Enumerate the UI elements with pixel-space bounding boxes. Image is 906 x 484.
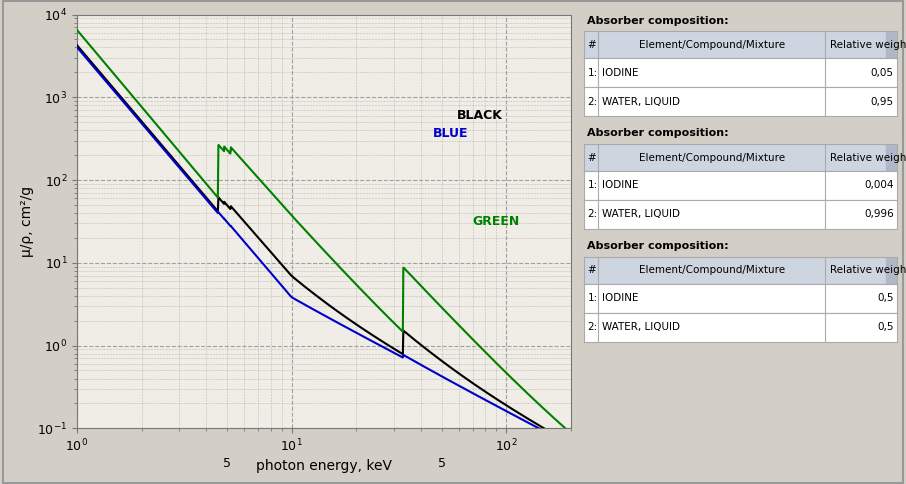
Text: #: # — [587, 152, 596, 163]
Bar — [886, 144, 897, 171]
Bar — [886, 257, 897, 284]
Bar — [886, 31, 897, 58]
Text: 1:: 1: — [587, 181, 598, 190]
Text: Absorber composition:: Absorber composition: — [587, 241, 729, 251]
Text: IODINE: IODINE — [602, 68, 638, 77]
Text: Relative weigh: Relative weigh — [830, 40, 906, 50]
Text: GREEN: GREEN — [473, 214, 520, 227]
Text: Relative weigh: Relative weigh — [830, 152, 906, 163]
Text: #: # — [587, 40, 596, 50]
Text: Element/Compound/Mixture: Element/Compound/Mixture — [639, 152, 785, 163]
Text: Absorber composition:: Absorber composition: — [587, 15, 729, 26]
Text: BLACK: BLACK — [457, 109, 502, 122]
Text: 1:: 1: — [587, 293, 598, 303]
Text: 5: 5 — [223, 457, 231, 470]
Text: 2:: 2: — [587, 322, 598, 332]
X-axis label: photon energy, keV: photon energy, keV — [255, 459, 392, 473]
Text: Absorber composition:: Absorber composition: — [587, 128, 729, 138]
Text: 0,996: 0,996 — [864, 210, 894, 219]
Text: #: # — [587, 265, 596, 275]
Text: BLUE: BLUE — [433, 126, 468, 139]
Text: 2:: 2: — [587, 210, 598, 219]
Text: 1:: 1: — [587, 68, 598, 77]
Text: IODINE: IODINE — [602, 293, 638, 303]
Text: WATER, LIQUID: WATER, LIQUID — [602, 97, 680, 106]
Text: Element/Compound/Mixture: Element/Compound/Mixture — [639, 265, 785, 275]
Text: 2:: 2: — [587, 97, 598, 106]
Text: Element/Compound/Mixture: Element/Compound/Mixture — [639, 40, 785, 50]
Text: 0,5: 0,5 — [877, 322, 894, 332]
Text: 0,95: 0,95 — [871, 97, 894, 106]
Text: Relative weigh: Relative weigh — [830, 265, 906, 275]
Text: 0,05: 0,05 — [871, 68, 894, 77]
Y-axis label: μ/ρ, cm²/g: μ/ρ, cm²/g — [21, 186, 34, 257]
Text: WATER, LIQUID: WATER, LIQUID — [602, 210, 680, 219]
Text: IODINE: IODINE — [602, 181, 638, 190]
Text: 0,004: 0,004 — [864, 181, 894, 190]
Text: 5: 5 — [438, 457, 446, 470]
Text: 0,5: 0,5 — [877, 293, 894, 303]
Text: WATER, LIQUID: WATER, LIQUID — [602, 322, 680, 332]
